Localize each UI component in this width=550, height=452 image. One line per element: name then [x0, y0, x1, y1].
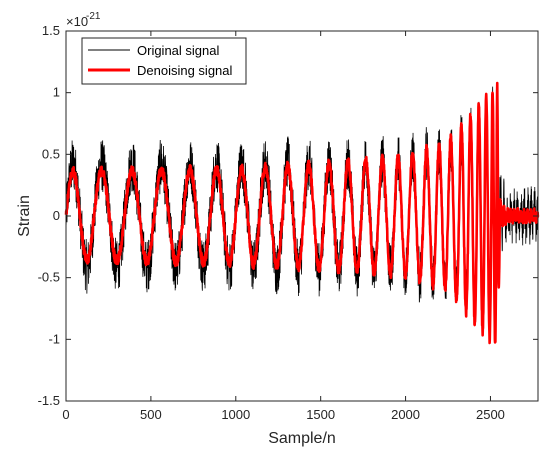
x-tick-label: 1000	[221, 407, 250, 422]
series-layer	[64, 81, 540, 345]
x-axis-label: Sample/n	[268, 430, 336, 447]
legend: Original signal Denoising signal	[81, 37, 247, 85]
y-axis-label: Strain	[16, 195, 33, 237]
x-tick-label: 0	[62, 407, 69, 422]
legend-denoising-label: Denoising signal	[137, 63, 233, 78]
y-exponent-base: ×10	[66, 14, 88, 29]
tick-layer: 0 500 1000 1500 2000 2500 -1.5 -1 -0.5 0 0.5 1 1.5	[38, 23, 538, 422]
y-tick-label: -1	[48, 331, 60, 346]
series-denoising-signal-line	[64, 81, 540, 345]
y-exponent-power: -21	[86, 11, 101, 22]
y-tick-label: -0.5	[38, 270, 60, 285]
y-tick-label: 0.5	[42, 146, 60, 161]
x-tick-label: 2000	[391, 407, 420, 422]
x-tick-label: 2500	[476, 407, 505, 422]
legend-box	[81, 37, 247, 85]
y-tick-label: -1.5	[38, 393, 60, 408]
legend-original-label: Original signal	[137, 43, 219, 58]
y-tick-label: 0	[53, 208, 60, 223]
x-tick-label: 500	[140, 407, 162, 422]
y-tick-label: 1.5	[42, 23, 60, 38]
x-tick-label: 1500	[306, 407, 335, 422]
y-tick-label: 1	[53, 85, 60, 100]
